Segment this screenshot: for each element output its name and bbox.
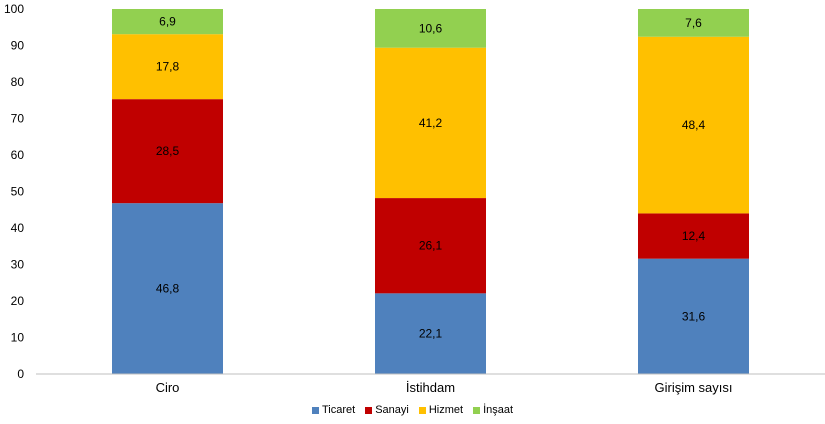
data-label: 22,1 bbox=[419, 327, 443, 341]
bar-segment bbox=[375, 198, 486, 294]
bar-segment bbox=[375, 293, 486, 374]
y-tick-label: 90 bbox=[11, 39, 25, 53]
legend-item: Sanayi bbox=[365, 404, 409, 416]
data-label: 17,8 bbox=[156, 60, 180, 74]
legend-label: Hizmet bbox=[428, 404, 464, 416]
bar-segment bbox=[375, 47, 486, 199]
data-label: 12,4 bbox=[682, 229, 706, 243]
data-label: 28,5 bbox=[156, 144, 180, 158]
data-label: 48,4 bbox=[682, 118, 706, 132]
legend-label: İnşaat bbox=[483, 404, 514, 416]
legend-label: Sanayi bbox=[375, 404, 409, 416]
y-tick-label: 100 bbox=[4, 2, 24, 16]
y-tick-label: 20 bbox=[11, 294, 25, 308]
data-label: 31,6 bbox=[682, 309, 706, 323]
bar-segment bbox=[112, 203, 223, 374]
bar-segment bbox=[638, 9, 749, 37]
data-label: 7,6 bbox=[685, 16, 702, 30]
x-category-label: Girişim sayısı bbox=[655, 380, 733, 395]
data-label: 10,6 bbox=[419, 21, 443, 35]
legend-item: Ticaret bbox=[311, 404, 356, 416]
legend-swatch bbox=[418, 406, 426, 414]
bar-segment bbox=[638, 258, 749, 374]
bar-segment bbox=[375, 9, 486, 48]
y-tick-label: 10 bbox=[11, 331, 25, 345]
legend-label: Ticaret bbox=[321, 404, 356, 416]
x-category-label: Ciro bbox=[156, 380, 180, 395]
legend-swatch bbox=[473, 406, 481, 414]
bar-segment bbox=[638, 36, 749, 214]
x-category-label: İstihdam bbox=[406, 380, 455, 395]
bar-segment bbox=[112, 9, 223, 35]
bar-segment bbox=[638, 213, 749, 259]
legend-item: İnşaat bbox=[473, 404, 513, 416]
legend-swatch bbox=[365, 406, 373, 414]
legend-swatch bbox=[311, 406, 319, 414]
data-label: 26,1 bbox=[419, 239, 443, 253]
y-tick-label: 80 bbox=[11, 75, 25, 89]
y-tick-label: 60 bbox=[11, 148, 25, 162]
data-label: 46,8 bbox=[156, 282, 180, 296]
y-tick-label: 40 bbox=[11, 221, 25, 235]
y-tick-label: 0 bbox=[17, 367, 24, 381]
chart-legend: Ticaret Sanayi Hizmet İnşaat bbox=[0, 404, 825, 416]
y-tick-label: 70 bbox=[11, 112, 25, 126]
y-tick-label: 50 bbox=[11, 185, 25, 199]
data-label: 6,9 bbox=[159, 15, 176, 29]
bar-segment bbox=[112, 34, 223, 100]
legend-item: Hizmet bbox=[418, 404, 464, 416]
data-label: 41,2 bbox=[419, 116, 443, 130]
bar-segment bbox=[112, 99, 223, 204]
y-tick-label: 30 bbox=[11, 258, 25, 272]
